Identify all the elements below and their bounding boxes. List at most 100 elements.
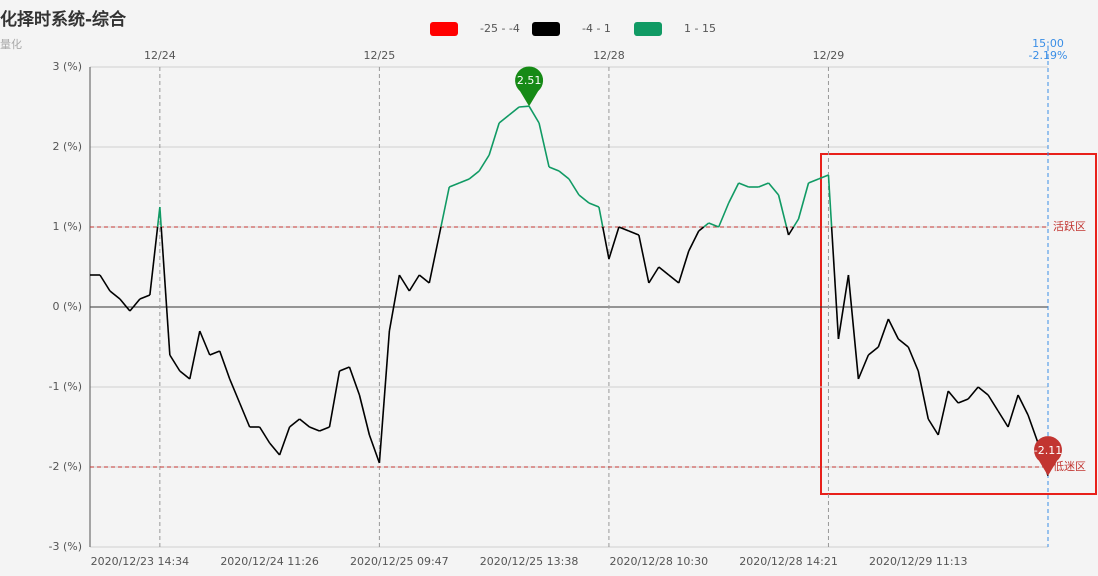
line-segment	[209, 350, 221, 356]
line-segment	[468, 170, 480, 180]
line-segment	[830, 226, 840, 340]
line-segment	[957, 398, 969, 404]
line-segment	[997, 410, 1009, 428]
line-segment	[1017, 394, 1029, 416]
line-segment	[717, 202, 730, 228]
line-segment	[927, 418, 939, 436]
x-tick-label: 2020/12/28 10:30	[610, 555, 709, 568]
line-segment	[558, 170, 570, 180]
line-segment	[808, 178, 819, 184]
line-segment	[398, 274, 411, 292]
line-segment	[378, 330, 391, 464]
line-segment	[519, 105, 530, 108]
highlight-box	[820, 153, 1097, 495]
line-segment	[568, 178, 580, 196]
line-segment	[218, 350, 231, 380]
line-segment	[159, 206, 163, 228]
line-segment	[348, 366, 361, 396]
line-segment	[508, 106, 520, 116]
line-segment	[428, 234, 441, 284]
line-segment	[758, 182, 769, 188]
line-segment	[538, 122, 550, 168]
y-tick-label: 3 (%)	[52, 60, 82, 73]
line-segment	[289, 418, 301, 428]
line-segment	[827, 174, 833, 228]
line-segment	[578, 194, 590, 204]
x-tick-label: 2020/12/29 11:13	[869, 555, 968, 568]
mark-line-label: 低迷区	[1053, 460, 1086, 473]
line-segment	[688, 230, 700, 252]
x-tick-label: 2020/12/23 14:34	[91, 555, 190, 568]
line-segment	[319, 426, 330, 432]
mark-line-label: 活跃区	[1053, 219, 1086, 233]
legend-label: -4 - 1	[582, 22, 611, 35]
line-segment	[638, 234, 650, 284]
line-segment	[618, 226, 630, 232]
line-segment	[698, 226, 705, 232]
line-segment	[99, 274, 111, 292]
line-segment	[797, 182, 810, 220]
line-segment	[628, 230, 640, 236]
line-segment	[787, 226, 795, 236]
line-segment	[548, 166, 560, 172]
line-segment	[228, 378, 241, 404]
line-segment	[109, 290, 121, 300]
line-segment	[777, 194, 788, 228]
line-segment	[299, 418, 311, 428]
line-segment	[179, 370, 191, 380]
line-segment	[658, 266, 670, 276]
mark-point	[1034, 436, 1063, 476]
line-segment	[129, 298, 141, 312]
y-tick-label: 2 (%)	[52, 140, 82, 153]
line-segment	[160, 226, 171, 356]
line-segment	[785, 226, 790, 236]
line-segment	[678, 250, 690, 284]
y-tick-label: -3 (%)	[49, 540, 83, 553]
line-segment	[199, 330, 211, 356]
line-segment	[601, 226, 610, 260]
mark-point-label: -2.11	[1034, 444, 1062, 457]
line-segment	[947, 390, 959, 404]
line-segment	[528, 105, 540, 124]
chart-title: 化择时系统-综合	[0, 9, 127, 30]
day-label: 12/25	[364, 49, 396, 62]
line-segment	[238, 402, 251, 428]
line-segment	[937, 390, 949, 436]
line-segment	[418, 274, 430, 284]
line-segment	[792, 218, 800, 228]
y-tick-label: -1 (%)	[49, 380, 83, 393]
line-segment	[917, 370, 930, 420]
line-segment	[278, 426, 291, 456]
line-segment	[987, 394, 999, 412]
line-segment	[448, 182, 460, 188]
line-segment	[169, 354, 181, 372]
line-segment	[139, 294, 151, 300]
legend-label: -25 - -4	[480, 22, 520, 35]
end-time: 15:00	[1032, 37, 1064, 50]
x-tick-label: 2020/12/25 09:47	[350, 555, 449, 568]
line-segment	[977, 386, 989, 396]
line-segment	[498, 114, 510, 124]
line-segment	[1007, 394, 1019, 428]
chart-subtitle: 量化	[0, 37, 22, 51]
line-segment	[738, 182, 749, 188]
line-segment	[847, 274, 860, 380]
line-segment	[857, 354, 870, 380]
line-segment	[668, 274, 680, 284]
legend-swatch	[532, 22, 560, 36]
line-segment	[149, 226, 159, 296]
x-tick-label: 2020/12/28 14:21	[739, 555, 838, 568]
line-segment	[458, 178, 470, 184]
line-segment	[408, 274, 420, 292]
line-segment	[608, 226, 620, 260]
line-segment	[309, 426, 320, 432]
line-segment	[837, 274, 850, 340]
line-segment	[328, 370, 341, 428]
legend-label: 1 - 15	[684, 22, 716, 35]
line-segment	[478, 154, 490, 172]
end-value: -2.19%	[1029, 49, 1068, 62]
legend-swatch	[430, 22, 458, 36]
line-segment	[358, 394, 371, 436]
line-segment	[368, 434, 381, 464]
y-tick-label: -2 (%)	[49, 460, 83, 473]
